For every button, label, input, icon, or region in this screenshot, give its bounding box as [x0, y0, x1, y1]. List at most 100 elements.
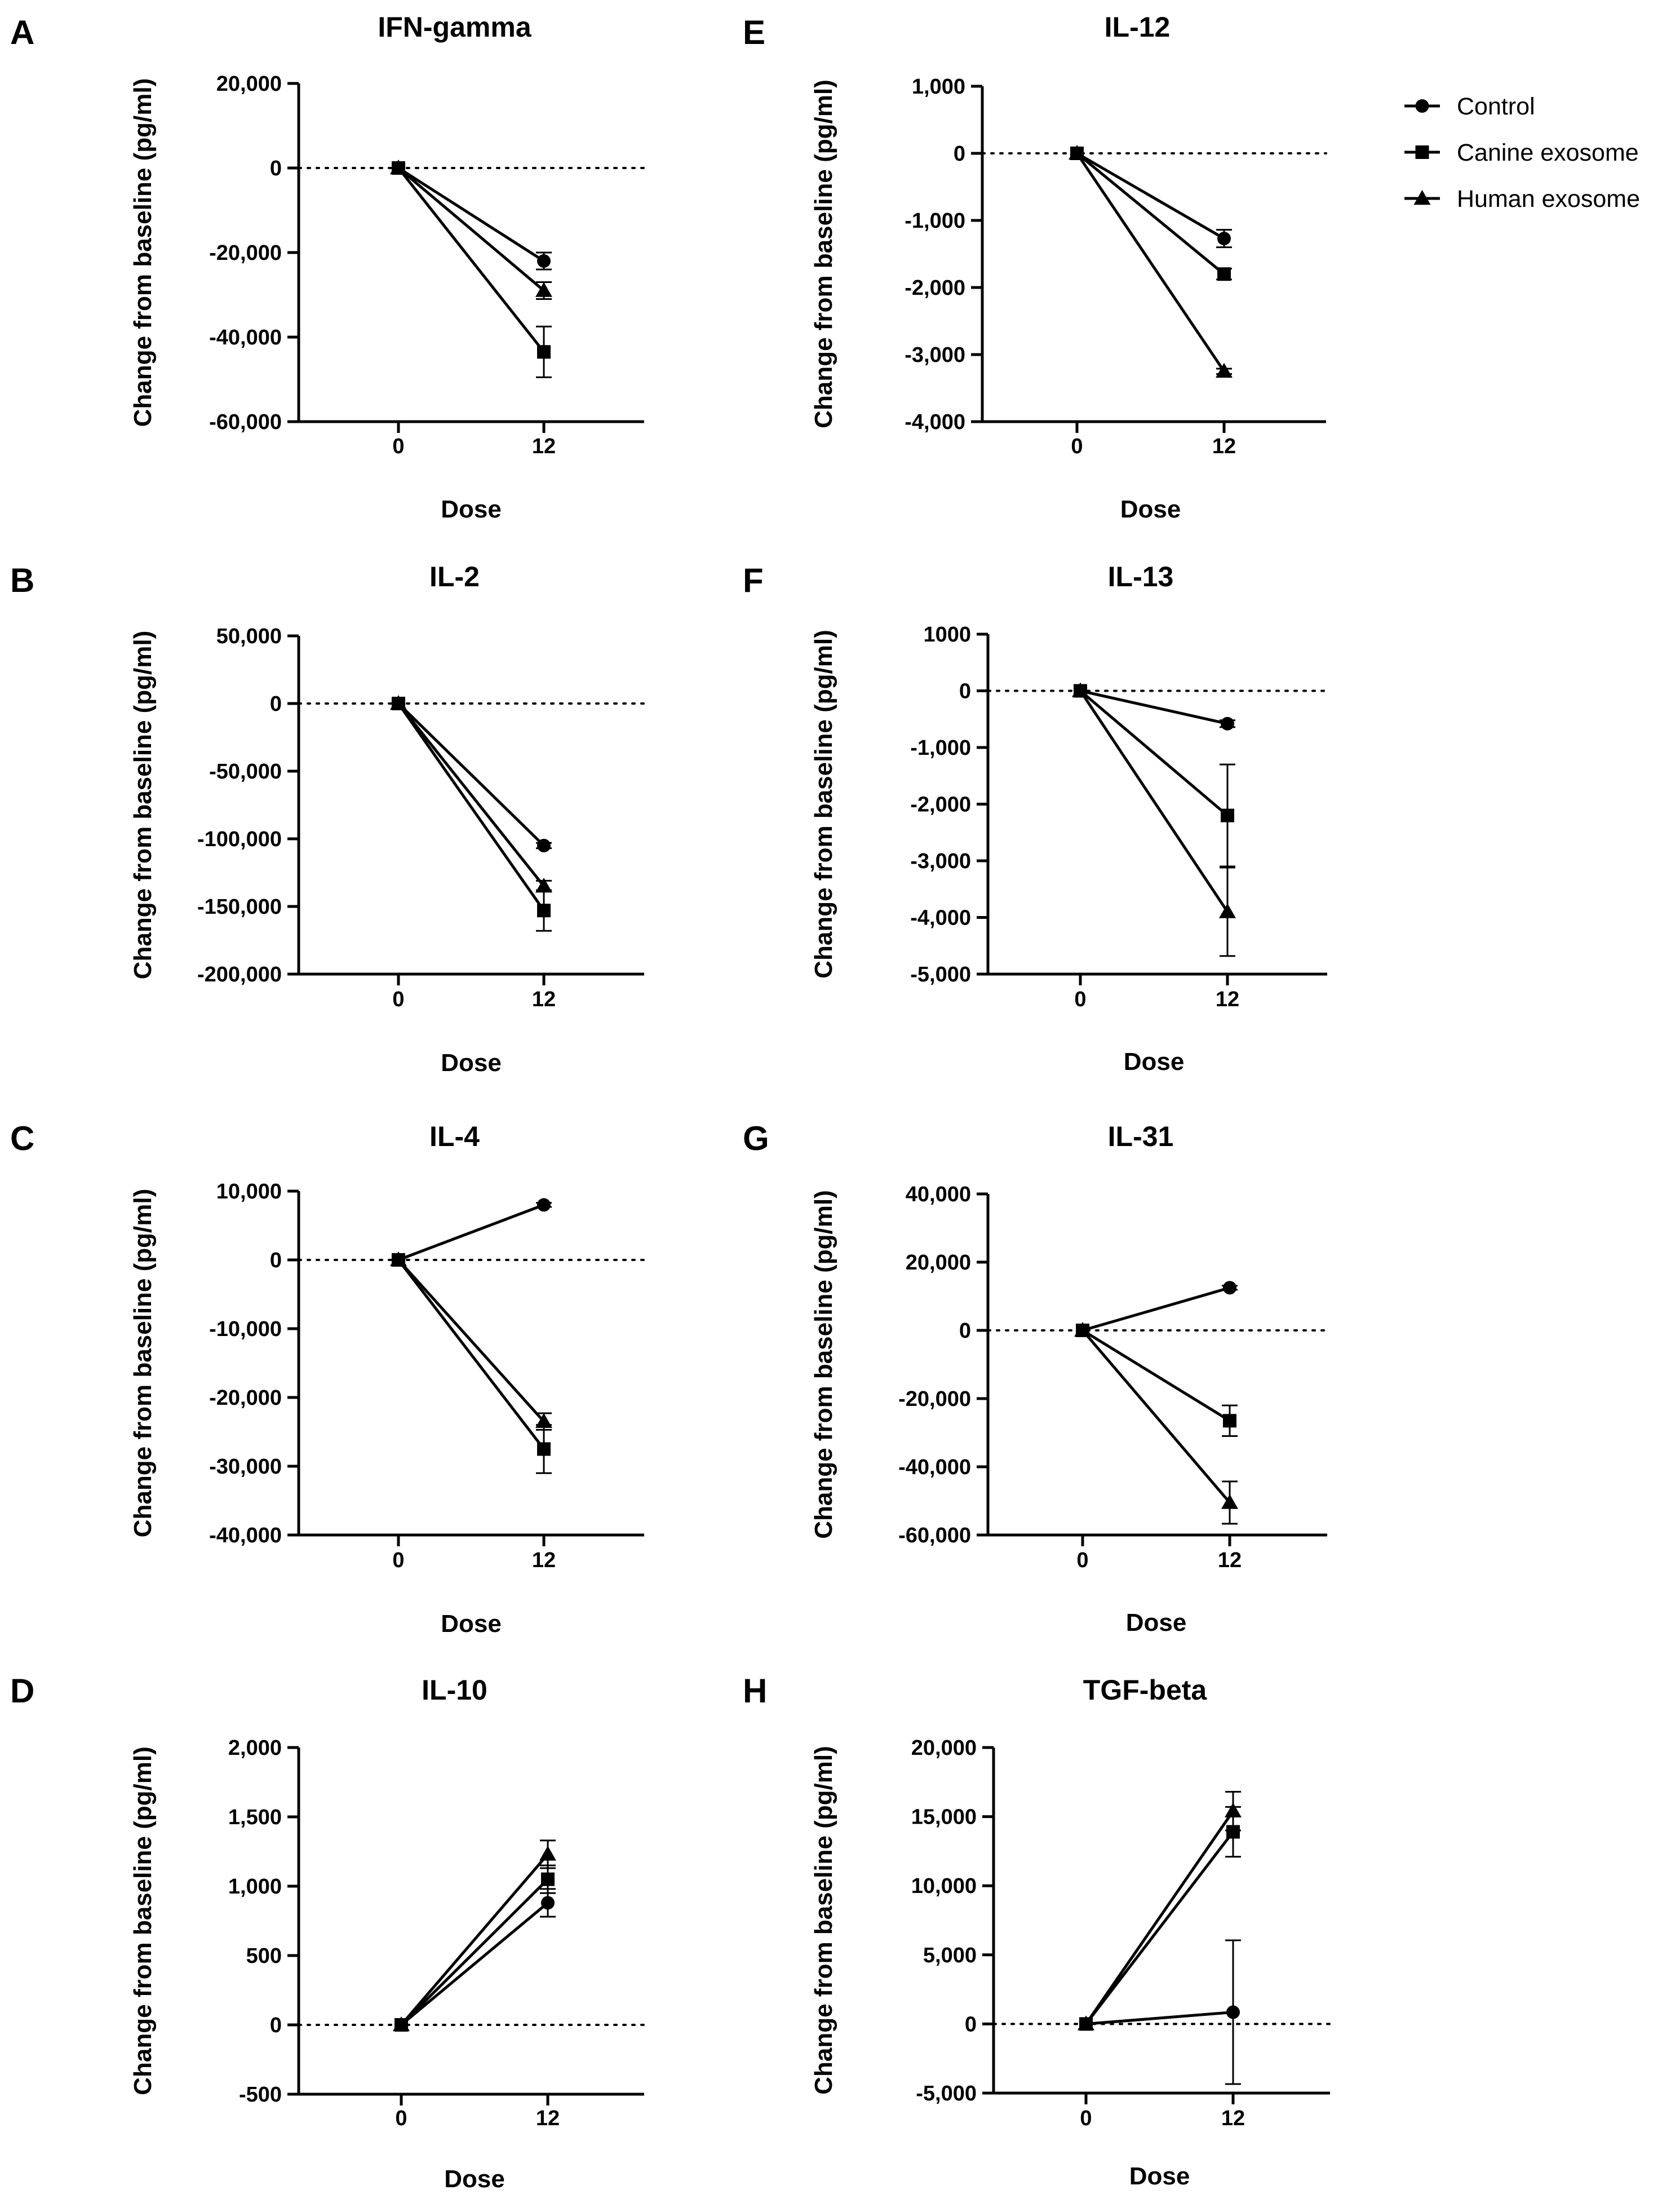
panel-d-ytick-label-3: 500 [246, 1944, 282, 1968]
panel-f-letter: F [743, 561, 764, 599]
panel-a-series-canine-exosome-line [397, 167, 545, 353]
panel-b-ytick-label-2: -50,000 [209, 760, 282, 784]
panel-c-ytick-label-1: 0 [270, 1249, 282, 1272]
panel-g-series-control-point-1 [1223, 1281, 1236, 1295]
panel-c-series-human-exosome-line [397, 1259, 545, 1423]
panel-b-xtick-label-0: 0 [392, 988, 404, 1011]
panel-b-ytick-label-3: -100,000 [197, 828, 282, 851]
legend-entry-human-exosome-label: Human exosome [1457, 185, 1640, 213]
panel-f-ytick-label-2: -1,000 [910, 736, 971, 760]
panel-h-letter: H [743, 1672, 767, 1710]
panel-e-series-human-exosome-point-1 [1216, 362, 1233, 378]
panel-e-ytick-label-1: 0 [954, 142, 965, 166]
panel-g-series-canine-exosome-line [1081, 1329, 1231, 1422]
panel-b-series-control-line [397, 702, 545, 847]
panel-e-series-canine-exosome-point-1 [1217, 267, 1231, 281]
panel-f-ytick-label-5: -4,000 [910, 906, 971, 930]
panel-f-series-human-exosome-point-1 [1219, 903, 1236, 918]
panel-d-ytick-label-0: 2,000 [228, 1736, 282, 1760]
panel-f-xtick-label-1: 12 [1216, 988, 1239, 1011]
panel-d-ylabel: Change from baseline (pg/ml) [129, 1746, 157, 2095]
panel-g-series-human-exosome-line [1081, 1329, 1231, 1504]
panel-b-series-human-exosome [390, 695, 552, 893]
panel-g-xtick-label-1: 12 [1218, 1549, 1242, 1572]
panel-b-ytick-label-5: -200,000 [197, 963, 282, 987]
panel-a-series-human-exosome [390, 160, 552, 300]
panel-f-series-control-line [1080, 689, 1228, 726]
panel-h-ytick-label-1: 15,000 [911, 1806, 977, 1829]
panel-f-series-human-exosome [1072, 682, 1236, 957]
panel-h-xtick-label-1: 12 [1221, 2107, 1245, 2130]
panel-c: C IL-4 10,000 0 -10,000 -20,000 -30,000 -40,000… [10, 1120, 645, 1638]
panel-b-series-canine-exosome [392, 697, 552, 932]
panel-e-ytick-label-2: -1,000 [905, 209, 965, 233]
panel-a-letter: A [10, 14, 34, 51]
panel-f-ytick-label-4: -3,000 [910, 850, 971, 873]
panel-c-series-control [392, 1198, 552, 1267]
panel-f-ytick-label-6: -5,000 [910, 963, 971, 987]
panel-d-series-human-exosome-point-1 [539, 1846, 556, 1861]
panel-a-series-human-exosome-point-0 [390, 160, 407, 175]
panel-c-ytick-label-3: -20,000 [209, 1386, 282, 1410]
panel-a-series-human-exosome-point-1 [535, 282, 552, 297]
panel-g-series-control-line [1082, 1286, 1230, 1332]
panel-f-ylabel: Change from baseline (pg/ml) [810, 630, 837, 979]
panel-f-series-canine-exosome-line [1079, 689, 1229, 817]
panel-c-letter: C [10, 1120, 34, 1157]
panel-f-series-canine-exosome-point-1 [1221, 808, 1234, 822]
panel-g-series-canine-exosome-point-1 [1223, 1414, 1236, 1428]
panel-a-xtick-label-1: 12 [532, 435, 556, 458]
panel-d-series-human-exosome-line [400, 1853, 549, 2026]
panel-d-xlabel: Dose [444, 2165, 505, 2193]
panel-h-series-control-line [1085, 2011, 1234, 2025]
panel-b-ytick-label-1: 0 [270, 692, 282, 716]
panel-c-xtick-label-1: 12 [532, 1549, 556, 1572]
legend-entry-canine-exosome-label: Canine exosome [1457, 139, 1639, 166]
panel-b-xlabel: Dose [441, 1049, 502, 1077]
panel-b-series-canine-exosome-point-1 [537, 904, 551, 918]
panel-a-ytick-label-0: 20,000 [216, 72, 282, 96]
panel-e-ytick-label-3: -2,000 [905, 276, 965, 300]
panel-d-letter: D [10, 1672, 34, 1710]
legend-entry-human-exosome-marker [1413, 190, 1431, 205]
panel-e-letter: E [743, 14, 765, 51]
panel-f-xtick-label-0: 0 [1074, 988, 1086, 1011]
panel-c-series-human-exosome-point-1 [535, 1413, 552, 1428]
panel-c-ytick-label-2: -10,000 [209, 1317, 282, 1341]
legend-entry-control-marker [1415, 99, 1429, 113]
panel-b-series-canine-exosome-line [397, 702, 546, 912]
legend-entry-canine-exosome: Canine exosome [1404, 139, 1639, 166]
panel-c-ytick-label-4: -30,000 [209, 1455, 282, 1479]
panel-c-ylabel: Change from baseline (pg/ml) [129, 1189, 157, 1538]
panel-d-series-human-exosome [393, 1839, 556, 2032]
panel-a: A IFN-gamma 20,000 0 -20,000 -40,000 -60,000 0 1… [10, 11, 645, 523]
panel-g-xlabel: Dose [1126, 1609, 1187, 1636]
panel-h-series-control-point-1 [1226, 2005, 1240, 2019]
panel-b-series-control-point-1 [537, 839, 551, 852]
panel-e-series-control-line [1076, 152, 1225, 240]
panel-h-ytick-label-2: 10,000 [911, 1874, 977, 1898]
panel-h-series-canine-exosome-line [1085, 1831, 1234, 2025]
panel-b-series-human-exosome-point-0 [390, 695, 407, 710]
panel-f-series-human-exosome-point-0 [1072, 682, 1089, 697]
panel-d-ytick-label-5: -500 [239, 2083, 282, 2107]
legend-entry-canine-exosome-marker [1415, 145, 1429, 159]
panel-b-series-control [392, 697, 552, 852]
panel-g-ytick-label-3: -20,000 [898, 1387, 971, 1411]
panel-a-series-control-line [397, 166, 545, 263]
panel-c-title: IL-4 [429, 1121, 480, 1152]
legend: Control Canine exosome Human exosome [1404, 93, 1640, 213]
panel-e-ylabel: Change from baseline (pg/ml) [810, 79, 837, 428]
panel-b-ylabel: Change from baseline (pg/ml) [129, 631, 157, 980]
panel-b-xtick-label-1: 12 [532, 988, 556, 1011]
panel-g-title: IL-31 [1108, 1121, 1174, 1152]
panel-g-series-human-exosome-point-1 [1221, 1494, 1238, 1509]
panel-b-ytick-label-4: -150,000 [197, 895, 282, 919]
panel-b-letter: B [10, 561, 34, 599]
panel-e-ytick-label-0: 1,000 [912, 75, 965, 99]
panel-a-ytick-label-2: -20,000 [209, 241, 282, 265]
panel-e-series-human-exosome-line [1075, 152, 1226, 373]
panel-h-series-control [1079, 1939, 1241, 2085]
panel-a-series-canine-exosome [392, 161, 552, 378]
legend-entry-control-label: Control [1457, 93, 1535, 120]
